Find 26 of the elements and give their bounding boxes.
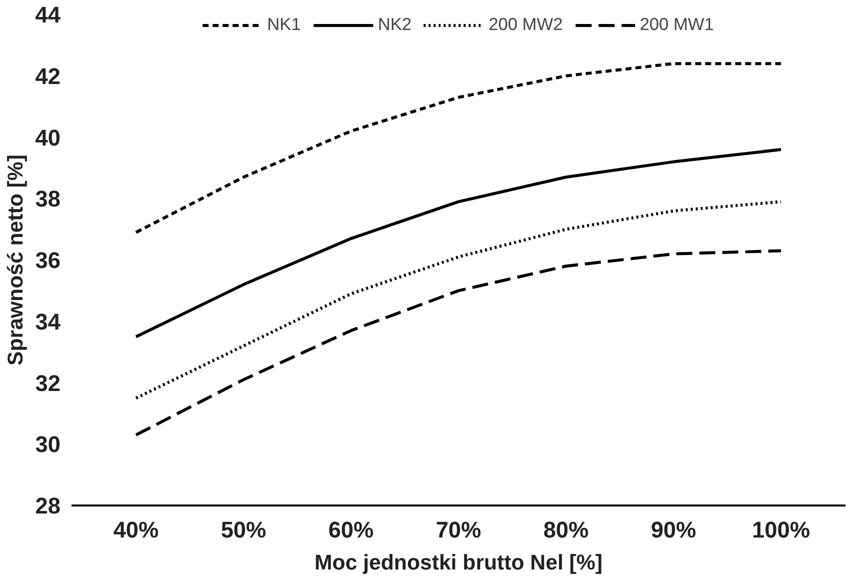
- x-tick-label: 50%: [220, 516, 266, 542]
- y-tick-label: 38: [35, 186, 60, 212]
- legend-label: 200 MW2: [488, 14, 563, 35]
- x-tick-label: 90%: [650, 516, 696, 542]
- y-tick-label: 44: [35, 2, 61, 28]
- line-series: [134, 249, 782, 436]
- y-tick-label: 34: [35, 308, 61, 334]
- line-series: [134, 62, 782, 234]
- line-series: [134, 148, 782, 338]
- y-axis-title: Sprawność netto [%]: [3, 154, 28, 366]
- y-tick-label: 36: [35, 247, 60, 273]
- x-tick-label: 60%: [328, 516, 374, 542]
- x-tick-label: 100%: [752, 516, 810, 542]
- y-tick-label: 40: [35, 124, 60, 150]
- x-tick-label: 40%: [113, 516, 159, 542]
- x-tick-label: 70%: [436, 516, 482, 542]
- y-tick-label: 32: [35, 370, 60, 396]
- legend-label: NK2: [378, 14, 412, 35]
- line-series: [134, 200, 782, 400]
- y-tick-label: 28: [35, 492, 60, 518]
- legend-label: NK1: [267, 14, 301, 35]
- x-tick-label: 80%: [543, 516, 589, 542]
- x-axis-title: Moc jednostki brutto Nel [%]: [314, 550, 602, 574]
- legend-label: 200 MW1: [640, 14, 714, 35]
- y-tick-label: 30: [35, 431, 60, 458]
- y-tick-label: 42: [35, 62, 60, 89]
